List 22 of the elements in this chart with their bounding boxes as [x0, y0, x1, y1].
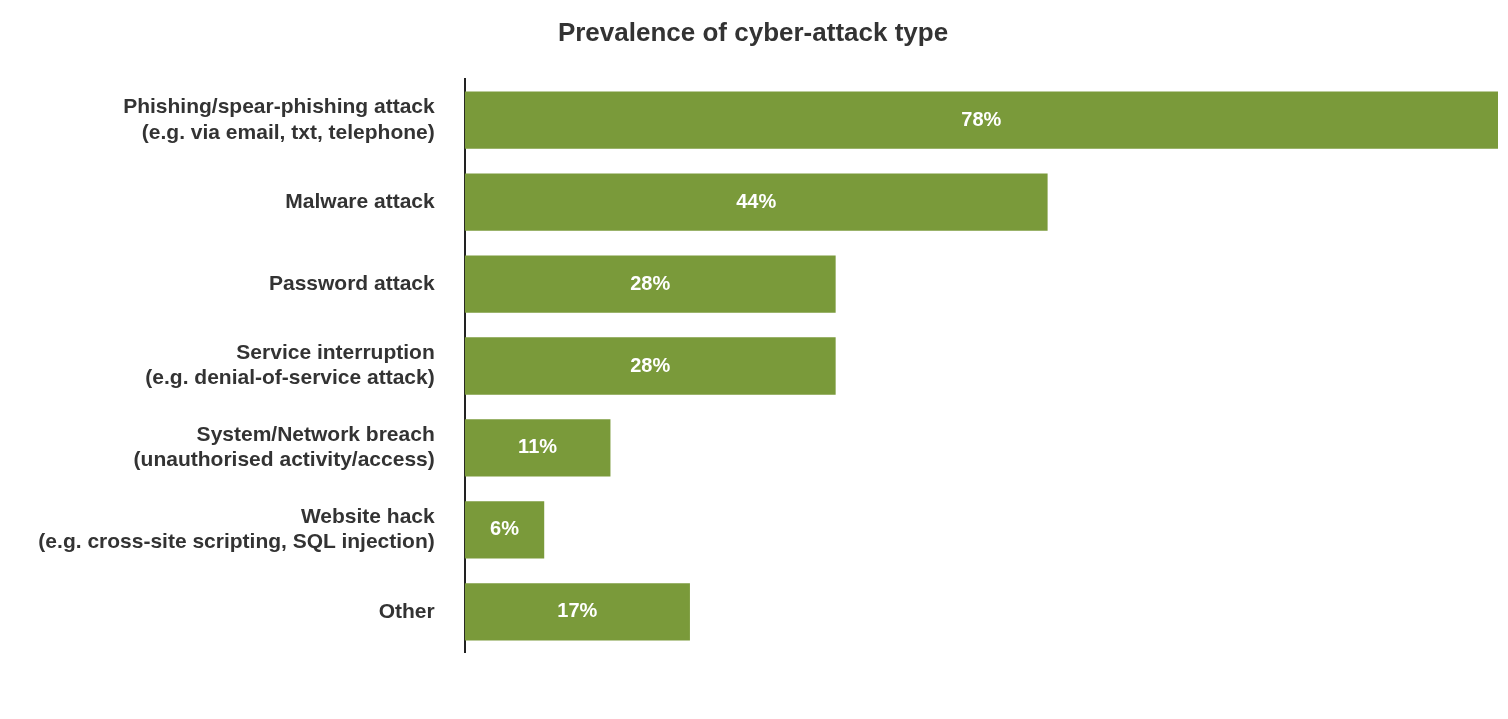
bar	[464, 255, 836, 313]
data-label: 11%	[518, 435, 558, 458]
bar	[464, 501, 545, 559]
y-tick-label: Password attack	[268, 270, 436, 294]
y-tick-label: Website hack (e.g. cross-site scripting, SQL injection)	[38, 504, 436, 553]
y-tick-label: Other	[378, 598, 435, 622]
y-tick-label: System/Network breach (unauthorised activity/access)	[133, 422, 435, 471]
bar	[464, 337, 836, 395]
data-label: 17%	[557, 599, 598, 622]
data-label: 44%	[736, 189, 777, 212]
bar	[464, 583, 690, 641]
bar	[464, 173, 1048, 231]
bar	[464, 419, 611, 477]
bar	[464, 91, 1498, 149]
data-label: 28%	[630, 271, 671, 294]
data-label: 6%	[490, 517, 520, 540]
y-tick-label: Malware attack	[285, 188, 436, 212]
data-label: 28%	[630, 353, 671, 376]
data-label: 78%	[961, 107, 1002, 130]
y-tick-label: Service interruption (e.g. denial-of-service attack)	[145, 340, 435, 389]
chart-title: Prevalence of cyber-attack type	[557, 16, 949, 47]
y-tick-label: Phishing/spear-phishing attack (e.g. via email, txt, telephone)	[123, 94, 436, 143]
